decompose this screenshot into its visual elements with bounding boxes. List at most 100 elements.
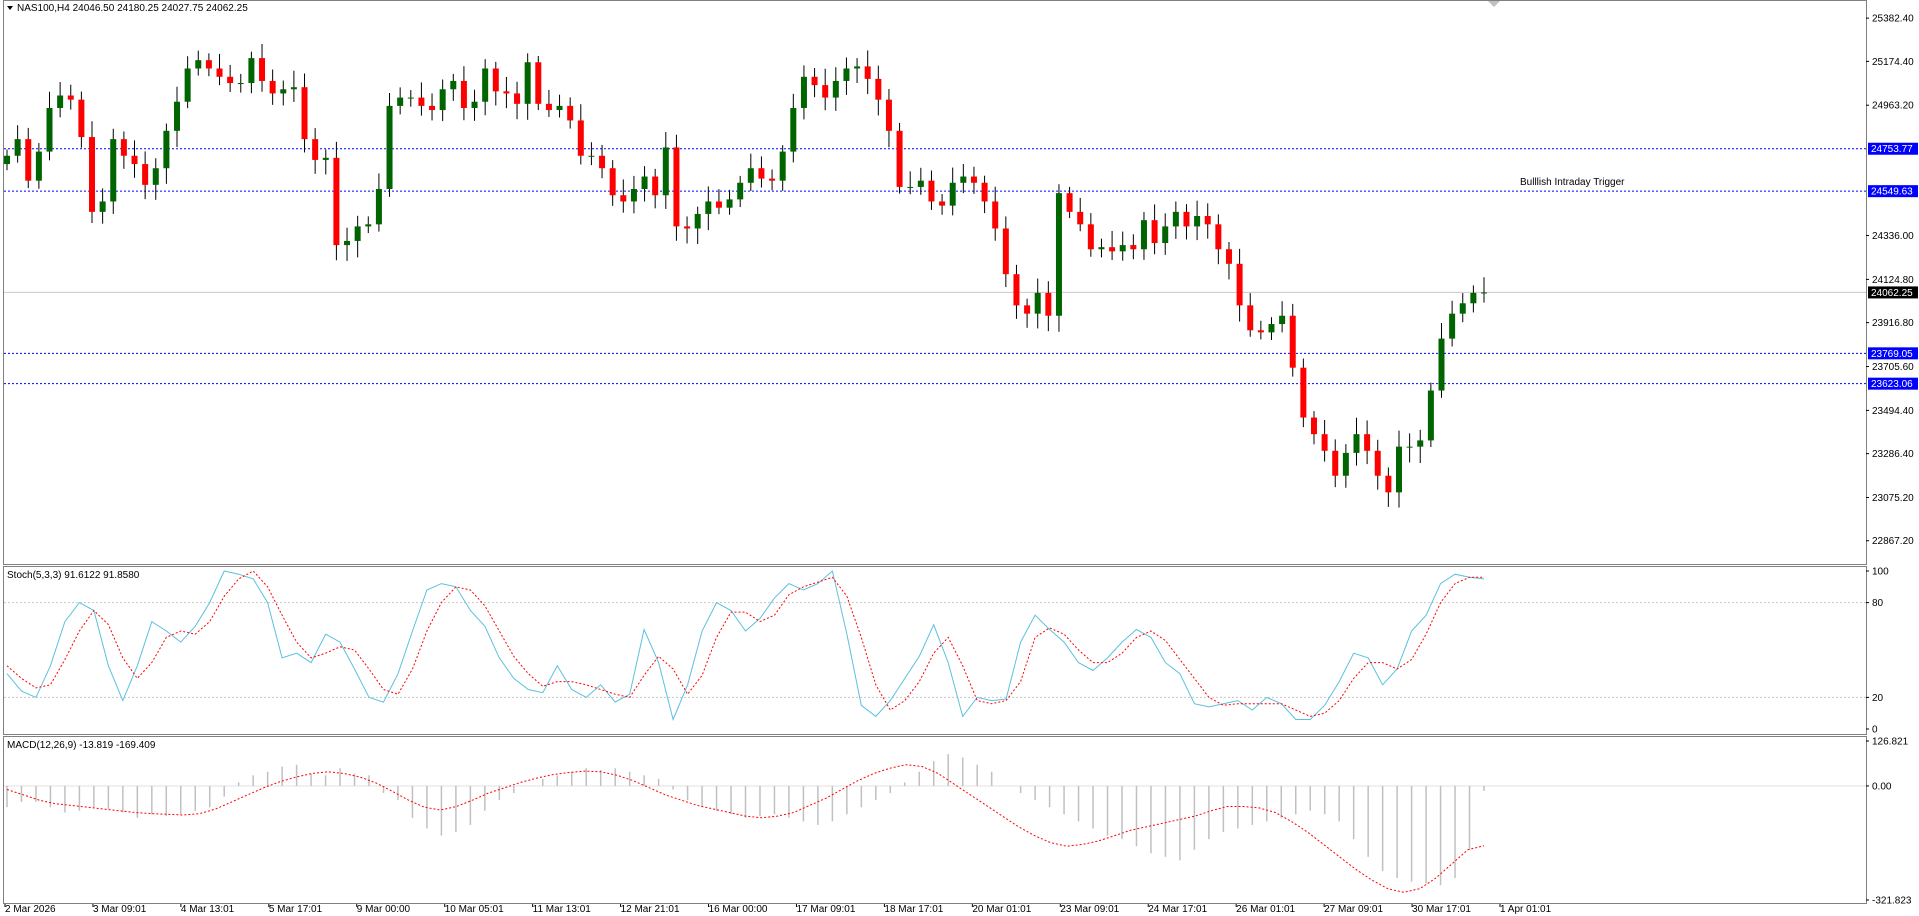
candle-body (1406, 446, 1413, 448)
candle-body (524, 62, 531, 104)
candle (758, 156, 765, 188)
candle (152, 158, 159, 200)
candle (163, 123, 170, 184)
candle (195, 50, 202, 76)
candle-body (418, 97, 425, 106)
candle (715, 189, 722, 215)
time-tick-label: 12 Mar 21:01 (621, 904, 680, 915)
candle-body (301, 87, 308, 140)
candle (131, 140, 138, 178)
candle (365, 216, 372, 234)
candle (599, 144, 606, 179)
candle-body (216, 68, 223, 77)
candle (885, 89, 892, 148)
candle (1279, 301, 1286, 333)
price-tick-label: 22867.20 (1872, 536, 1914, 547)
candle-body (386, 105, 393, 189)
candle (662, 132, 669, 209)
candle-body (949, 182, 956, 206)
candle-body (1353, 434, 1360, 453)
candle (1342, 444, 1349, 488)
candle (174, 86, 181, 148)
level-tag-label: 24549.63 (1871, 187, 1913, 198)
candle-body (14, 139, 21, 156)
candle (1257, 320, 1264, 340)
candle-body (779, 151, 786, 181)
candle-body (1130, 245, 1137, 250)
candle (439, 79, 446, 122)
candle (1183, 204, 1190, 240)
macd-tick-label: -321.823 (1872, 896, 1912, 907)
candle (556, 94, 563, 118)
candle (1087, 213, 1094, 257)
candle-body (630, 189, 637, 202)
time-tick-label: 27 Mar 09:01 (1324, 904, 1383, 915)
candle-body (269, 80, 276, 94)
candle-body (885, 99, 892, 131)
candle (216, 53, 223, 86)
candle-body (970, 176, 977, 183)
candle-body (57, 95, 64, 108)
candle-body (556, 105, 563, 111)
candle (843, 57, 850, 95)
level-tag-label-bg (1868, 142, 1918, 155)
candle (322, 149, 329, 175)
price-tick-label: 23705.60 (1872, 362, 1914, 373)
candle-body (715, 201, 722, 208)
stoch-lines (6, 570, 1485, 722)
candle-body (960, 176, 967, 183)
candle (1194, 200, 1201, 241)
candle-body (1194, 216, 1201, 227)
stoch-axis: 100 80 20 0 (1866, 567, 1889, 736)
candle-body (1427, 390, 1434, 441)
candle (769, 169, 776, 191)
candle-body (1109, 247, 1116, 252)
candle-body (684, 226, 691, 229)
price-tick-label: 25382.40 (1872, 14, 1914, 25)
time-tick-label: 16 Mar 00:00 (709, 904, 768, 915)
menu-triangle-icon[interactable] (7, 6, 13, 10)
candle-body (322, 157, 329, 160)
candle-body (1395, 446, 1402, 493)
candle-body (503, 91, 510, 94)
stoch-tick-label: 0 (1872, 725, 1878, 736)
candle (184, 56, 191, 109)
candle-body (1225, 249, 1232, 264)
candle-body (1321, 434, 1328, 451)
candle-body (195, 60, 202, 69)
candle (705, 186, 712, 231)
candle (269, 69, 276, 105)
macd-tick-label: 0.00 (1872, 781, 1892, 792)
candle-body (917, 180, 924, 187)
time-tick-label: 24 Mar 17:01 (1148, 904, 1207, 915)
candle (1215, 214, 1222, 265)
candle-body (120, 139, 127, 156)
candle (450, 73, 457, 101)
candle (57, 81, 64, 118)
candle (1130, 234, 1137, 260)
scroll-marker-icon[interactable] (1488, 1, 1500, 7)
candle-body (1300, 367, 1307, 418)
candle-body (471, 101, 478, 108)
candle (1310, 411, 1317, 445)
candle-body (939, 201, 946, 206)
candle (301, 73, 308, 153)
candle (418, 82, 425, 116)
candle (652, 168, 659, 209)
candle-body (1385, 475, 1392, 493)
candle-body (832, 80, 839, 98)
candle-body (1151, 220, 1158, 244)
candle-body (237, 83, 244, 85)
time-tick-label: 23 Mar 09:01 (1060, 904, 1119, 915)
candle (429, 93, 436, 121)
candle-body (875, 78, 882, 100)
candle (110, 128, 117, 214)
symbol-header: NAS100,H4 24046.50 24180.25 24027.75 240… (17, 3, 248, 14)
candle (620, 179, 627, 213)
candle-body (4, 155, 10, 165)
candle (35, 143, 42, 189)
candle (939, 193, 946, 215)
candle (1332, 439, 1339, 488)
candle-body (800, 76, 807, 108)
